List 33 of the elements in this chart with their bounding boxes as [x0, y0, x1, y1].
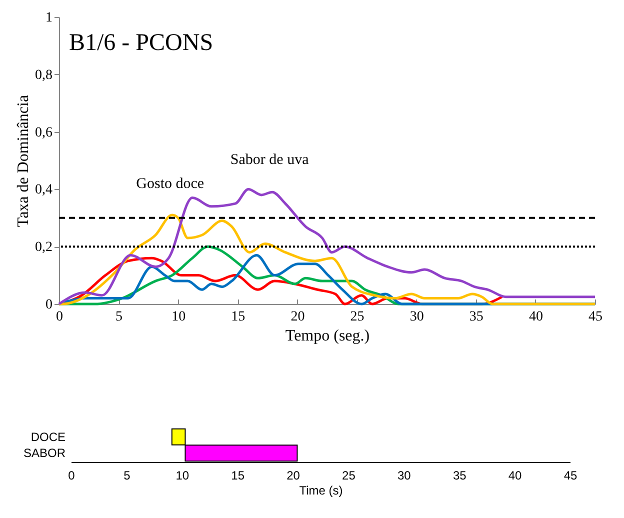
- x-tick-label: 30: [397, 468, 412, 482]
- x-tick-label: 5: [124, 468, 131, 482]
- x-axis-title: Tempo (seg.): [285, 328, 370, 344]
- y-tick-label: 0,6: [35, 125, 52, 140]
- x-tick-label: 25: [342, 468, 356, 482]
- x-tick-label: 15: [231, 310, 246, 324]
- annotation: Gosto doce: [136, 176, 204, 192]
- x-tick-label: 20: [286, 468, 300, 482]
- y-axis-title: Taxa de Dominância: [15, 94, 32, 228]
- x-tick-label: 10: [172, 310, 186, 324]
- y-tick-label: 0,8: [35, 68, 52, 83]
- y-tick-label: 0: [46, 298, 52, 312]
- x-tick-label: 45: [564, 468, 578, 482]
- x-tick-label: 40: [528, 310, 543, 324]
- x-tick-label: 25: [350, 310, 364, 324]
- x-tick-label: 5: [116, 310, 123, 324]
- x-tick-label: 10: [176, 468, 190, 482]
- y-tick-label: DOCE: [30, 430, 66, 444]
- annotation: Sabor de uva: [230, 152, 310, 168]
- x-tick-label: 20: [290, 310, 305, 324]
- x-tick-label: 35: [452, 468, 467, 482]
- text: B1/6 - PCONS: [69, 30, 214, 56]
- x-tick-label: 35: [469, 310, 484, 324]
- x-tick-label: 30: [410, 310, 424, 324]
- y-tick-label: 1: [46, 10, 52, 26]
- x-tick-label: 40: [508, 468, 522, 482]
- x-tick-label: 45: [588, 310, 602, 324]
- x-tick-label: 0: [68, 468, 76, 482]
- x-axis-title: Time (s): [299, 484, 343, 498]
- x-tick-label: 15: [231, 468, 245, 482]
- y-tick-label: 0,2: [35, 240, 52, 256]
- y-tick-label: SABOR: [23, 446, 66, 460]
- y-tick-label: 0,4: [35, 182, 52, 198]
